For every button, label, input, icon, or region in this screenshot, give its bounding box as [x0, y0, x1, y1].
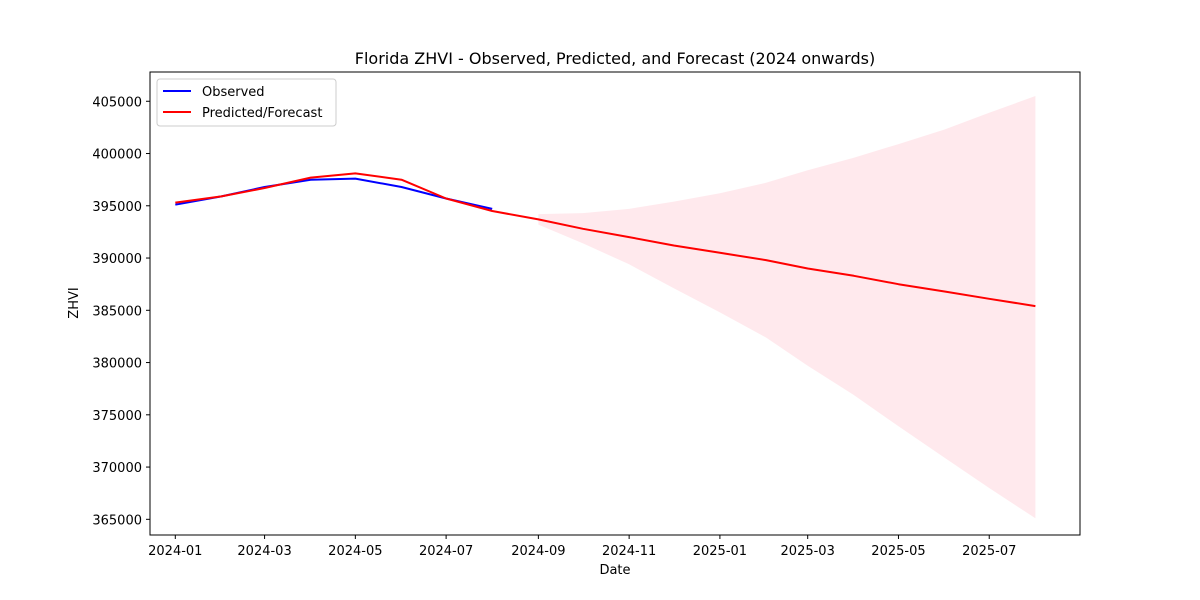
x-axis-title: Date: [599, 563, 630, 578]
y-axis-title: ZHVI: [67, 287, 82, 318]
legend-label-observed: Observed: [202, 85, 265, 100]
x-tick-label: 2024-05: [328, 544, 382, 559]
confidence-band: [538, 96, 1036, 519]
x-tick-label: 2025-01: [693, 544, 747, 559]
x-tick-label: 2025-05: [871, 544, 925, 559]
legend-box: [156, 78, 337, 127]
x-tick-label: 2024-07: [419, 544, 473, 559]
chart-title: Florida ZHVI - Observed, Predicted, and …: [355, 49, 875, 68]
x-tick-label: 2024-09: [511, 544, 565, 559]
plot-area-frame: [149, 71, 1081, 536]
y-tick-label: 390000: [92, 252, 142, 267]
x-tick-label: 2025-07: [962, 544, 1016, 559]
y-tick-label: 385000: [92, 304, 142, 319]
y-tick-label: 395000: [92, 200, 142, 215]
y-tick-label: 370000: [92, 461, 142, 476]
confidence-band-layer: [538, 96, 1036, 519]
y-tick-label: 380000: [92, 357, 142, 372]
y-tick-label: 375000: [92, 409, 142, 424]
x-tick-label: 2024-01: [148, 544, 202, 559]
series-line-predicted-forecast: [175, 172, 1036, 308]
x-axis: 2024-01 2024-03 2024-05 2024-07 2024-09 2024-…: [148, 535, 1016, 559]
y-tick-label: 365000: [92, 513, 142, 528]
legend: Observed Predicted/Forecast: [156, 78, 337, 127]
series-layer: [175, 172, 1036, 308]
x-tick-label: 2024-03: [237, 544, 291, 559]
x-tick-label: 2025-03: [781, 544, 835, 559]
y-axis: 365000 370000 375000 380000 385000 390000 3950…: [92, 95, 150, 528]
y-tick-label: 405000: [92, 95, 142, 110]
x-tick-label: 2024-11: [602, 544, 656, 559]
y-tick-label: 400000: [92, 148, 142, 163]
legend-label-predicted-forecast: Predicted/Forecast: [202, 106, 322, 121]
